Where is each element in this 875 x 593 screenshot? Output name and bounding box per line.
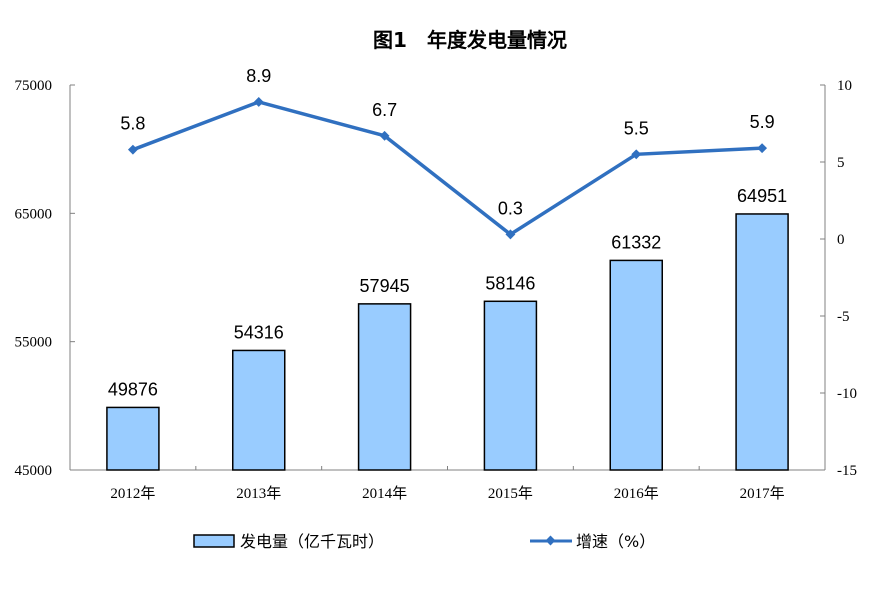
line-point [379,130,390,141]
bar-data-label: 61332 [611,232,661,252]
bar-data-label: 58146 [485,273,535,293]
right-tick-label: -15 [837,463,857,479]
bar [232,349,286,471]
bar-data-label: 57945 [360,276,410,296]
bar [483,300,538,471]
bar-data-label: 54316 [234,322,284,342]
left-tick-label: 55000 [15,335,53,351]
legend-line-marker [545,535,556,546]
right-tick-label: 10 [837,78,852,94]
x-tick-label: 2016年 [614,485,659,502]
x-tick-label: 2012年 [110,485,155,502]
x-tick-label: 2014年 [362,485,407,502]
line-data-label: 6.7 [372,100,397,120]
line-data-label: 8.9 [246,66,271,86]
bar [735,213,789,471]
left-tick-label: 75000 [15,78,53,94]
x-tick-label: 2017年 [740,485,785,502]
legend-bar-label: 发电量（亿千瓦时） [240,532,384,551]
legend-bar-swatch [193,534,235,548]
bar-data-label: 64951 [737,186,787,206]
left-tick-label: 65000 [15,206,53,222]
bar [106,406,160,471]
left-tick-label: 45000 [15,463,53,479]
line-data-label: 5.5 [624,118,649,138]
growth-line [132,100,763,237]
bar [357,303,412,471]
x-tick-label: 2015年 [488,485,533,502]
line-point [505,229,516,240]
legend: 发电量（亿千瓦时） 增速（%） [193,532,655,551]
x-tick-label: 2013年 [236,485,281,502]
line-data-label: 5.8 [120,114,145,134]
line-point [127,144,138,155]
line-point [253,96,264,107]
right-tick-label: -10 [837,386,857,402]
bar [609,259,663,471]
line-data-label: 0.3 [498,198,523,218]
line-point [631,149,642,160]
chart-title: 图1 年度发电量情况 [373,28,567,52]
right-tick-label: -5 [837,309,850,325]
line-data-label: 5.9 [750,112,775,132]
bar-data-label: 49876 [108,379,158,399]
legend-line-label: 增速（%） [576,532,655,551]
right-tick-label: 5 [837,155,845,171]
line-point [757,143,768,154]
right-tick-label: 0 [837,232,845,248]
